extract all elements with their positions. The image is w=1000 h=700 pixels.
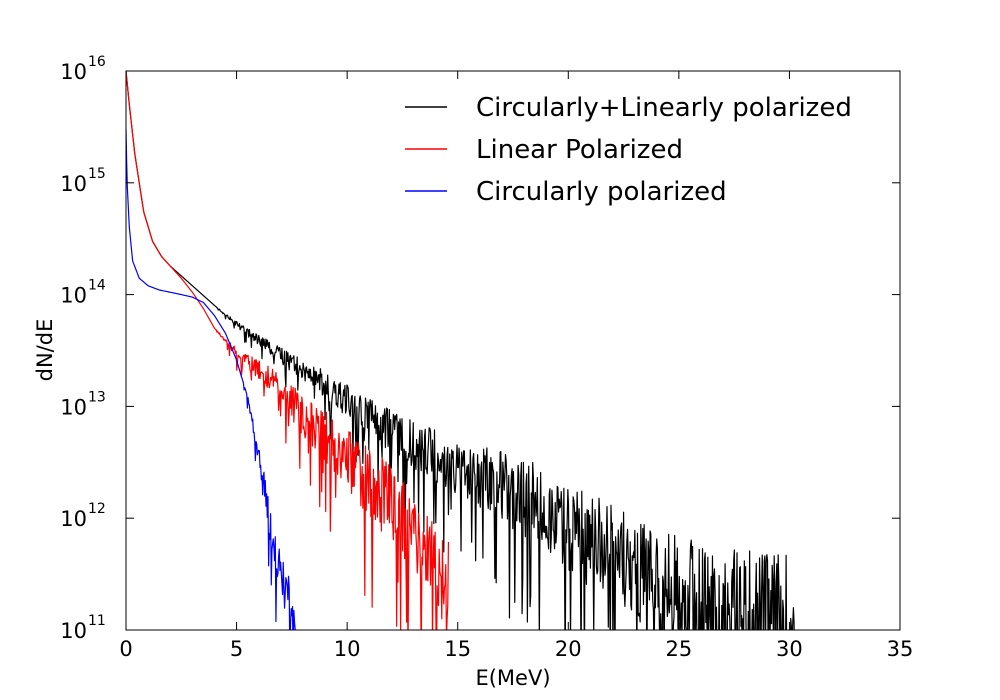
y-tick-exponent: 15 xyxy=(88,166,106,182)
y-tick-base: 10 xyxy=(60,172,87,196)
legend: Circularly+Linearly polarized Linear Pola… xyxy=(405,93,852,207)
x-tick-label: 5 xyxy=(230,637,243,661)
legend-item: Linear Polarized xyxy=(405,135,683,165)
x-tick-label: 35 xyxy=(887,637,914,661)
y-tick-base: 10 xyxy=(60,60,87,84)
x-tick-label: 15 xyxy=(444,637,471,661)
x-axis-label: E(MeV) xyxy=(475,666,550,690)
series-line xyxy=(126,71,450,630)
x-tick-label: 10 xyxy=(334,637,361,661)
y-axis-label: dN/dE xyxy=(33,319,57,382)
y-tick-base: 10 xyxy=(60,284,87,308)
y-tick-label: 10 14 xyxy=(60,278,106,308)
x-tick-label: 0 xyxy=(119,637,132,661)
legend-item: Circularly+Linearly polarized xyxy=(405,93,852,123)
y-tick-exponent: 14 xyxy=(88,278,106,294)
y-tick-exponent: 16 xyxy=(88,54,106,70)
y-tick-exponent: 12 xyxy=(88,501,106,517)
y-tick-label: 10 12 xyxy=(60,501,106,531)
x-tick-label: 20 xyxy=(555,637,582,661)
y-tick-base: 10 xyxy=(60,507,87,531)
series-line xyxy=(126,71,795,630)
series-layer xyxy=(126,71,795,630)
y-tick-label: 10 11 xyxy=(60,613,106,643)
x-tick-label: 30 xyxy=(776,637,803,661)
y-tick-exponent: 11 xyxy=(88,613,106,629)
legend-label: Linear Polarized xyxy=(476,135,683,165)
y-tick-label: 10 15 xyxy=(60,166,106,196)
plot-frame xyxy=(125,70,901,631)
x-tick-label: 25 xyxy=(665,637,692,661)
legend-label: Circularly+Linearly polarized xyxy=(476,93,852,123)
legend-label: Circularly polarized xyxy=(476,177,727,207)
y-tick-base: 10 xyxy=(60,395,87,419)
y-tick-label: 10 13 xyxy=(60,389,106,419)
legend-item: Circularly polarized xyxy=(405,177,727,207)
series-line xyxy=(126,129,296,630)
y-tick-base: 10 xyxy=(60,619,87,643)
y-tick-exponent: 13 xyxy=(88,389,106,405)
y-tick-label: 10 16 xyxy=(60,54,106,84)
